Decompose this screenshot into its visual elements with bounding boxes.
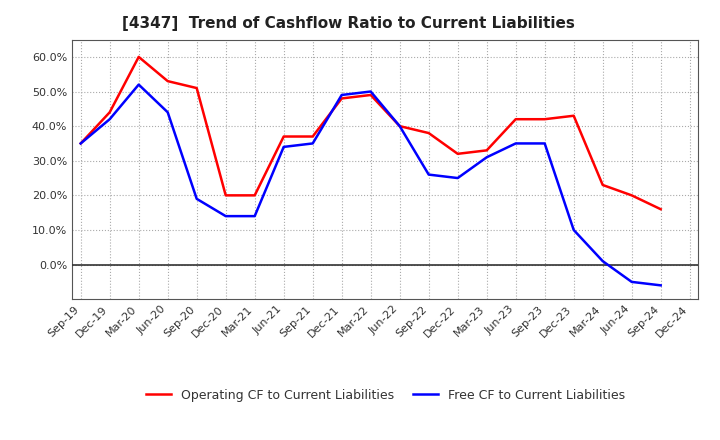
Legend: Operating CF to Current Liabilities, Free CF to Current Liabilities: Operating CF to Current Liabilities, Fre… (145, 389, 625, 402)
Operating CF to Current Liabilities (135, 54, 143, 59)
Operating CF to Current Liabilities (279, 134, 288, 139)
Free CF to Current Liabilities (541, 141, 549, 146)
Operating CF to Current Liabilities (570, 113, 578, 118)
Operating CF to Current Liabilities (221, 193, 230, 198)
Operating CF to Current Liabilities (598, 182, 607, 187)
Free CF to Current Liabilities (598, 258, 607, 264)
Free CF to Current Liabilities (366, 89, 375, 94)
Operating CF to Current Liabilities (105, 110, 114, 115)
Operating CF to Current Liabilities (366, 92, 375, 98)
Line: Operating CF to Current Liabilities: Operating CF to Current Liabilities (81, 57, 661, 209)
Operating CF to Current Liabilities (424, 130, 433, 136)
Free CF to Current Liabilities (627, 279, 636, 285)
Free CF to Current Liabilities (135, 82, 143, 87)
Operating CF to Current Liabilities (454, 151, 462, 157)
Free CF to Current Liabilities (482, 154, 491, 160)
Text: [4347]  Trend of Cashflow Ratio to Current Liabilities: [4347] Trend of Cashflow Ratio to Curren… (122, 16, 575, 32)
Operating CF to Current Liabilities (163, 78, 172, 84)
Free CF to Current Liabilities (308, 141, 317, 146)
Free CF to Current Liabilities (279, 144, 288, 150)
Free CF to Current Liabilities (424, 172, 433, 177)
Free CF to Current Liabilities (454, 176, 462, 181)
Operating CF to Current Liabilities (657, 206, 665, 212)
Free CF to Current Liabilities (570, 227, 578, 233)
Free CF to Current Liabilities (657, 283, 665, 288)
Free CF to Current Liabilities (251, 213, 259, 219)
Operating CF to Current Liabilities (395, 124, 404, 129)
Free CF to Current Liabilities (105, 117, 114, 122)
Free CF to Current Liabilities (338, 92, 346, 98)
Free CF to Current Liabilities (192, 196, 201, 202)
Free CF to Current Liabilities (163, 110, 172, 115)
Free CF to Current Liabilities (76, 141, 85, 146)
Free CF to Current Liabilities (395, 124, 404, 129)
Operating CF to Current Liabilities (482, 148, 491, 153)
Operating CF to Current Liabilities (76, 141, 85, 146)
Free CF to Current Liabilities (221, 213, 230, 219)
Line: Free CF to Current Liabilities: Free CF to Current Liabilities (81, 84, 661, 286)
Operating CF to Current Liabilities (338, 96, 346, 101)
Operating CF to Current Liabilities (541, 117, 549, 122)
Free CF to Current Liabilities (511, 141, 520, 146)
Operating CF to Current Liabilities (511, 117, 520, 122)
Operating CF to Current Liabilities (627, 193, 636, 198)
Operating CF to Current Liabilities (308, 134, 317, 139)
Operating CF to Current Liabilities (192, 85, 201, 91)
Operating CF to Current Liabilities (251, 193, 259, 198)
